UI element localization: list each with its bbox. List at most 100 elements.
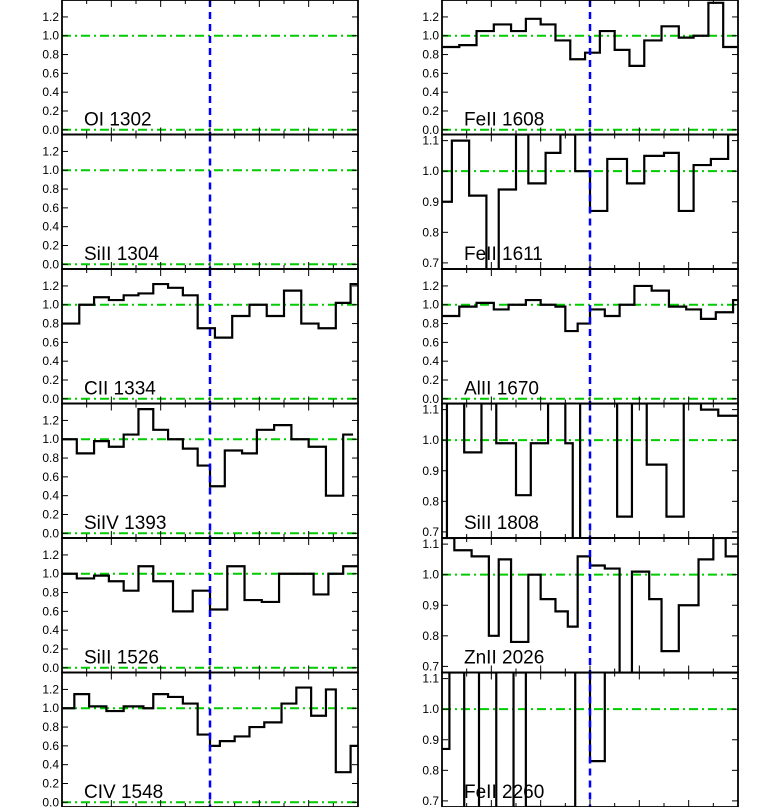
y-tick-label: 0.6 xyxy=(42,66,59,80)
y-tick-label: 1.0 xyxy=(422,568,439,582)
y-tick-label: 0.0 xyxy=(42,392,59,406)
y-tick-label: 1.1 xyxy=(422,134,439,148)
panel-label: FeII 1611 xyxy=(464,244,543,265)
y-tick-label: 0.9 xyxy=(422,733,439,747)
y-tick-label: 0.2 xyxy=(42,642,59,656)
y-tick-label: 1.1 xyxy=(422,537,439,551)
y-tick-label: 0.0 xyxy=(42,661,59,675)
y-tick-label: 1.0 xyxy=(422,164,439,178)
panel-siii-1526: 0.0 0.2 0.4 0.6 0.8 1.0 1.2 SiII 1526 xyxy=(42,537,359,675)
y-tick-label: 1.2 xyxy=(42,144,59,158)
panel-feii-1611: 0.7 0.8 0.9 1.0 1.1 FeII 1611 xyxy=(422,133,739,270)
y-tick-label: 0.2 xyxy=(42,373,59,387)
flux-spectrum xyxy=(442,1,738,67)
panel-label: CIV 1548 xyxy=(84,782,163,803)
y-tick-label: 0.6 xyxy=(42,604,59,618)
y-tick-label: 0.8 xyxy=(42,48,59,62)
y-tick-label: 0.4 xyxy=(42,85,59,99)
y-tick-label: 0.6 xyxy=(42,470,59,484)
y-tick-label: 0.2 xyxy=(42,776,59,790)
panel-cii-1334: 0.0 0.2 0.4 0.6 0.8 1.0 1.2 CII 1334 xyxy=(42,268,359,406)
y-tick-label: 1.0 xyxy=(422,433,439,447)
y-tick-label: 0.4 xyxy=(422,354,439,368)
y-tick-label: 1.0 xyxy=(422,702,439,716)
y-tick-label: 1.0 xyxy=(42,298,59,312)
y-tick-label: 0.2 xyxy=(42,238,59,252)
y-tick-label: 1.0 xyxy=(422,298,439,312)
panel-label: SiIV 1393 xyxy=(84,513,166,534)
y-tick-label: 0.2 xyxy=(42,104,59,118)
y-tick-label: 1.0 xyxy=(42,29,59,43)
y-tick-label: 0.2 xyxy=(422,104,439,118)
y-tick-label: 1.0 xyxy=(422,29,439,43)
panel-feii-1608: 0.0 0.2 0.4 0.6 0.8 1.0 1.2 FeII 1608 xyxy=(422,0,739,137)
y-tick-label: 0.8 xyxy=(422,225,439,239)
y-tick-label: 0.6 xyxy=(422,335,439,349)
y-tick-label: 0.8 xyxy=(42,720,59,734)
y-tick-label: 1.0 xyxy=(42,163,59,177)
panel-label: FeII 2260 xyxy=(464,782,544,803)
panel-label: OI 1302 xyxy=(84,110,152,131)
flux-spectrum xyxy=(442,538,738,673)
panel-alii-1670: 0.0 0.2 0.4 0.6 0.8 1.0 1.2 AlII 1670 xyxy=(422,268,739,406)
y-tick-label: 1.2 xyxy=(422,279,439,293)
panel-oi-1302: 0.0 0.2 0.4 0.6 0.8 1.0 1.2 OI 1302 xyxy=(42,0,359,137)
y-tick-label: 1.2 xyxy=(42,279,59,293)
y-tick-label: 0.4 xyxy=(422,85,439,99)
y-tick-label: 0.2 xyxy=(42,507,59,521)
y-tick-label: 0.4 xyxy=(42,220,59,234)
panel-civ-1548: 0.0 0.2 0.4 0.6 0.8 1.0 1.2 CIV 1548 xyxy=(42,671,359,807)
y-tick-label: 0.4 xyxy=(42,489,59,503)
flux-spectrum xyxy=(62,408,354,497)
y-tick-label: 1.2 xyxy=(42,10,59,24)
y-tick-label: 0.0 xyxy=(422,392,439,406)
flux-spectrum xyxy=(62,282,358,339)
y-tick-label: 0.8 xyxy=(422,317,439,331)
y-tick-label: 0.6 xyxy=(42,739,59,753)
flux-spectrum xyxy=(442,284,738,333)
y-tick-label: 0.7 xyxy=(422,794,439,807)
y-tick-label: 0.8 xyxy=(422,494,439,508)
y-tick-label: 0.9 xyxy=(422,464,439,478)
y-tick-label: 0.8 xyxy=(42,182,59,196)
y-tick-label: 0.9 xyxy=(422,598,439,612)
y-tick-label: 1.0 xyxy=(42,701,59,715)
y-tick-label: 0.0 xyxy=(42,795,59,807)
panel-znii-2026: 0.7 0.8 0.9 1.0 1.1 ZnII 2026 xyxy=(422,537,739,674)
y-tick-label: 1.1 xyxy=(422,672,439,686)
y-tick-label: 0.8 xyxy=(42,451,59,465)
panel-label: SiII 1808 xyxy=(464,513,539,534)
flux-spectrum xyxy=(445,403,738,538)
panel-label: SiII 1304 xyxy=(84,244,159,265)
panel-label: FeII 1608 xyxy=(464,110,544,131)
y-tick-label: 1.2 xyxy=(42,548,59,562)
y-tick-label: 0.4 xyxy=(42,623,59,637)
y-tick-label: 0.8 xyxy=(422,629,439,643)
panel-label: ZnII 2026 xyxy=(464,648,544,669)
y-tick-label: 0.8 xyxy=(42,586,59,600)
y-tick-label: 1.2 xyxy=(42,413,59,427)
y-tick-label: 0.6 xyxy=(42,335,59,349)
panels-group: 0.0 0.2 0.4 0.6 0.8 1.0 1.2 OI 1302 0.0 0.2 0.4 0.6… xyxy=(42,0,739,807)
panel-siiv-1393: 0.0 0.2 0.4 0.6 0.8 1.0 1.2 SiIV 1393 xyxy=(42,402,359,540)
panel-label: CII 1334 xyxy=(84,379,156,400)
y-tick-label: 0.7 xyxy=(422,525,439,539)
y-tick-label: 1.2 xyxy=(422,10,439,24)
y-tick-label: 0.2 xyxy=(422,373,439,387)
y-tick-label: 0.7 xyxy=(422,659,439,673)
panel-feii-2260: 0.7 0.8 0.9 1.0 1.1 FeII 2260 xyxy=(422,671,739,807)
flux-spectrum xyxy=(62,686,358,774)
y-tick-label: 0.8 xyxy=(422,48,439,62)
y-tick-label: 0.8 xyxy=(42,317,59,331)
y-tick-label: 0.0 xyxy=(422,123,439,137)
y-tick-label: 0.9 xyxy=(422,195,439,209)
y-tick-label: 0.0 xyxy=(42,257,59,271)
y-tick-label: 0.6 xyxy=(42,201,59,215)
y-tick-label: 0.0 xyxy=(42,526,59,540)
flux-spectrum xyxy=(442,134,738,269)
y-tick-label: 0.8 xyxy=(422,763,439,777)
y-tick-label: 1.0 xyxy=(42,432,59,446)
y-tick-label: 0.4 xyxy=(42,354,59,368)
panel-label: AlII 1670 xyxy=(464,379,539,400)
